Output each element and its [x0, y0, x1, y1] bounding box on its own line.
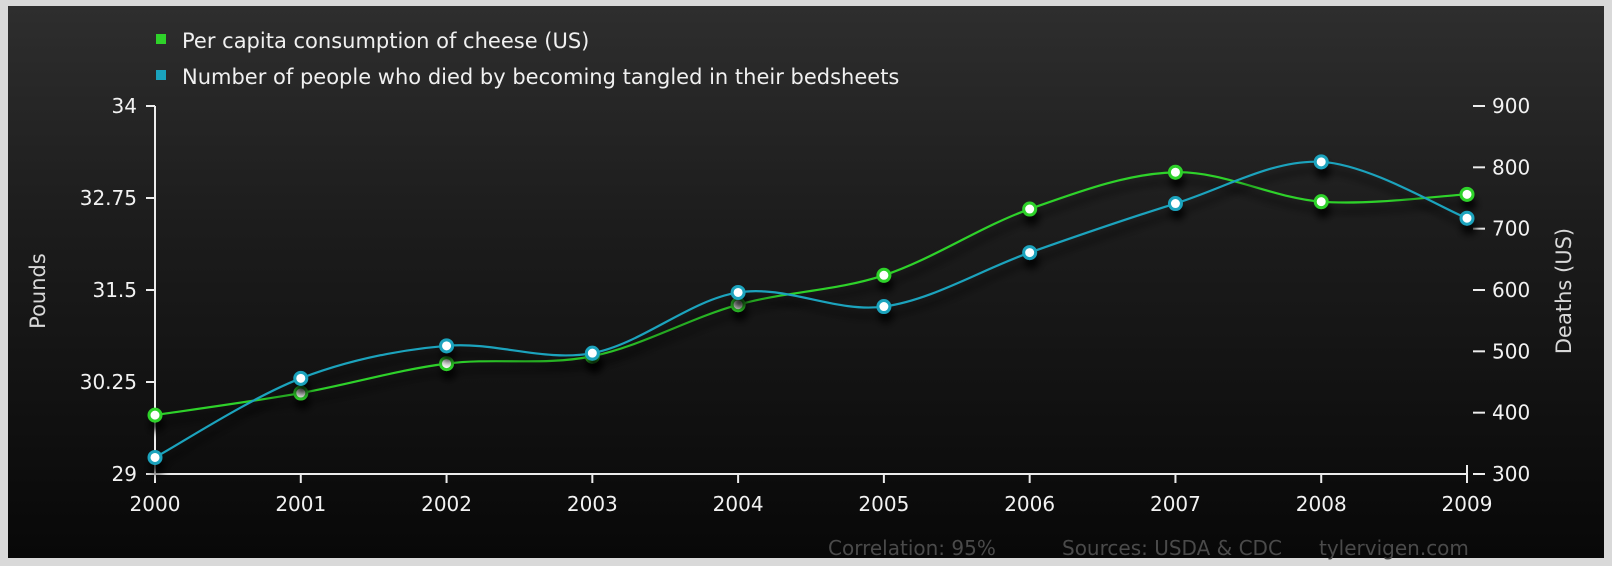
series-0 [147, 164, 1475, 423]
right-tick-label: 600 [1492, 278, 1530, 302]
legend-label-cheese: Per capita consumption of cheese (US) [182, 29, 589, 53]
data-point-1 [1167, 196, 1183, 212]
legend-label-bedsheets: Number of people who died by becoming ta… [182, 65, 899, 89]
x-tick-label: 2008 [1296, 492, 1347, 516]
data-point-1 [293, 370, 309, 386]
x-tick-label: 2005 [858, 492, 909, 516]
left-tick-label: 30.25 [80, 370, 137, 394]
x-tick-label: 2002 [421, 492, 472, 516]
x-tick-label: 2006 [1004, 492, 1055, 516]
data-point-0 [439, 356, 455, 372]
x-tick-label: 2009 [1442, 492, 1493, 516]
right-tick-label: 900 [1492, 94, 1530, 118]
footer-sources: Sources: USDA & CDC [1062, 536, 1282, 560]
left-axis-ticks: 29 30.25 31.5 32.75 34 [80, 94, 155, 486]
right-tick-label: 300 [1492, 462, 1530, 486]
left-tick-label: 34 [112, 94, 137, 118]
series-1 [147, 154, 1475, 465]
legend-swatch-cheese [156, 34, 166, 44]
data-point-0 [1459, 186, 1475, 202]
data-point-1 [1459, 210, 1475, 226]
right-tick-label: 700 [1492, 217, 1530, 241]
x-tick-label: 2004 [713, 492, 764, 516]
chart-frame [8, 6, 1604, 558]
data-point-1 [584, 345, 600, 361]
data-point-1 [439, 338, 455, 354]
right-axis-ticks: 300 400 500 600 700 800 900 [1473, 94, 1530, 486]
footer-site: tylervigen.com [1319, 536, 1469, 560]
footer: Correlation: 95% Sources: USDA & CDC tyl… [828, 536, 1469, 560]
series-line-1 [154, 160, 1468, 459]
x-tick-label: 2007 [1150, 492, 1201, 516]
left-axis-title: Pounds [26, 253, 50, 329]
x-tick-label: 2000 [130, 492, 181, 516]
data-point-1 [876, 299, 892, 315]
data-point-0 [147, 407, 163, 423]
data-point-1 [147, 449, 163, 465]
x-tick-label: 2001 [275, 492, 326, 516]
x-tick-label: 2003 [567, 492, 618, 516]
right-tick-label: 400 [1492, 401, 1530, 425]
data-point-0 [730, 297, 746, 313]
data-point-0 [1313, 194, 1329, 210]
x-axis-ticks: 2000 2001 2002 2003 2004 2005 2006 2007 2008 2009 [130, 474, 1493, 516]
right-tick-label: 500 [1492, 339, 1530, 363]
left-tick-label: 29 [112, 462, 137, 486]
data-point-0 [1167, 164, 1183, 180]
left-tick-label: 31.5 [92, 278, 137, 302]
right-axis-title: Deaths (US) [1552, 228, 1576, 354]
series-layer [147, 154, 1475, 465]
data-point-1 [1313, 154, 1329, 170]
series-line-0 [154, 171, 1468, 417]
data-point-0 [876, 267, 892, 283]
data-point-0 [293, 385, 309, 401]
footer-correlation: Correlation: 95% [828, 536, 996, 560]
legend: Per capita consumption of cheese (US) Nu… [156, 29, 899, 89]
left-tick-label: 32.75 [80, 186, 137, 210]
right-tick-label: 800 [1492, 155, 1530, 179]
data-point-1 [1022, 245, 1038, 261]
data-point-1 [730, 284, 746, 300]
data-point-0 [1022, 201, 1038, 217]
legend-swatch-bedsheets [156, 70, 166, 80]
